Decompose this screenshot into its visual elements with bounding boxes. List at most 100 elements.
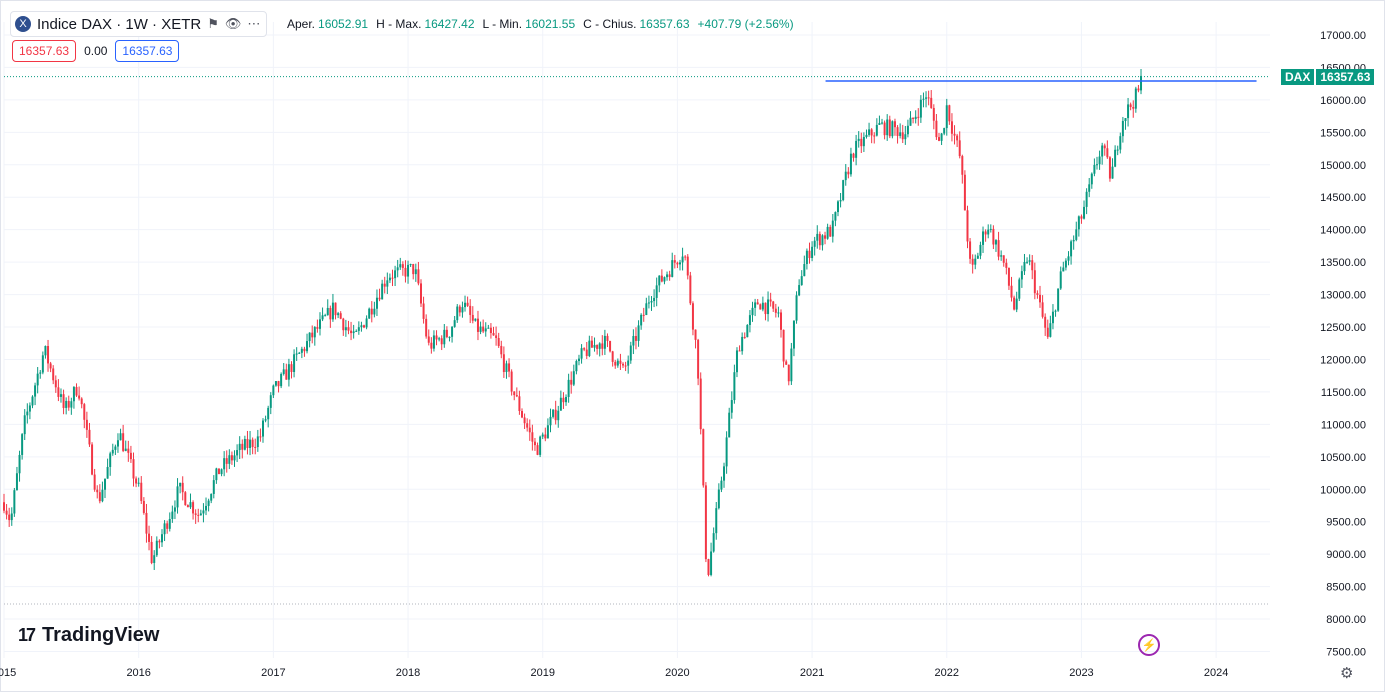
candle-body: [767, 299, 770, 315]
candle-body: [448, 336, 451, 338]
candle-body: [881, 122, 884, 124]
candle-body: [329, 307, 332, 320]
candle-body: [285, 369, 288, 380]
last-price-tag: DAX 16357.63: [1281, 68, 1375, 85]
sell-price-button[interactable]: 16357.63: [12, 40, 77, 62]
symbol-legend[interactable]: X Indice DAX · 1W · XETR ⚑ 👁 ⋯: [10, 11, 268, 37]
candle-body: [1002, 255, 1005, 263]
candle-body: [883, 122, 886, 136]
candle-body: [466, 302, 469, 306]
candle-body: [171, 511, 174, 519]
candle-body: [461, 307, 464, 313]
candle-body: [80, 398, 83, 405]
candle-body: [609, 340, 612, 352]
candle-body: [334, 302, 337, 316]
candle-body: [735, 350, 738, 373]
open-label: Aper.: [287, 17, 316, 31]
candle-body: [1080, 216, 1083, 219]
candle-body: [834, 212, 837, 221]
y-tick-label: 10000.00: [1320, 484, 1366, 496]
time-axis[interactable]: 2015 2016 2017 2018 2019 2020 2021 2022 2023 2024: [0, 667, 1228, 679]
candle-body: [321, 315, 324, 320]
ohlc-legend: Aper. 16052.91 H - Max. 16427.42 L - Min…: [287, 17, 802, 31]
candle-body: [743, 336, 746, 338]
candle-body: [528, 427, 531, 433]
candle-body: [264, 419, 267, 421]
candle-body: [160, 534, 163, 543]
y-tick-label: 17000.00: [1320, 30, 1366, 42]
candle-body: [917, 116, 920, 118]
candle-body: [1129, 104, 1132, 108]
candle-body: [381, 283, 384, 300]
candle-body: [953, 133, 956, 136]
price-axis[interactable]: 17000.0016500.0016000.0015500.0015000.00…: [1320, 30, 1366, 659]
candle-body: [67, 400, 70, 408]
candle-body: [363, 325, 366, 328]
candle-body: [531, 432, 534, 442]
candle-body: [236, 450, 239, 456]
candle-body: [432, 335, 435, 349]
candle-body: [1140, 75, 1143, 91]
candle-body: [751, 307, 754, 316]
tradingview-logo[interactable]: 17 TradingView: [18, 624, 159, 647]
x-tick-label: 2016: [126, 667, 150, 679]
candle-body: [72, 387, 75, 402]
y-tick-label: 15000.00: [1320, 160, 1366, 172]
candle-body: [1095, 164, 1098, 166]
candle-body: [119, 433, 122, 441]
buy-price-button[interactable]: 16357.63: [115, 40, 180, 62]
candle-body: [1026, 261, 1029, 263]
eye-icon[interactable]: 👁: [224, 16, 242, 31]
candle-body: [70, 401, 73, 408]
candle-body: [287, 364, 290, 380]
candle-body: [777, 312, 780, 314]
candle-body: [469, 305, 472, 315]
candle-body: [93, 474, 96, 490]
candle-body: [471, 314, 474, 321]
candle-body: [347, 327, 350, 331]
candle-body: [668, 274, 671, 277]
candle-body: [186, 505, 189, 508]
candle-body: [759, 304, 762, 310]
more-icon[interactable]: ⋯: [247, 16, 261, 31]
candle-body: [313, 327, 316, 338]
symbol-title[interactable]: Indice DAX · 1W · XETR: [37, 15, 202, 33]
settings-icon[interactable]: ⚙: [1340, 665, 1354, 682]
candle-body: [836, 201, 839, 213]
candle-body: [44, 345, 47, 356]
candle-body: [176, 486, 179, 508]
candle-body: [259, 436, 262, 438]
candle-body: [430, 342, 433, 349]
candle-body: [409, 264, 412, 266]
candle-body: [1054, 310, 1057, 312]
candle-body: [417, 269, 420, 284]
candle-body: [316, 327, 319, 329]
lightning-icon[interactable]: ⚡: [1138, 634, 1160, 656]
tradingview-name: TradingView: [42, 624, 160, 646]
candle-body: [870, 129, 873, 136]
bid-ask-pills: 16357.63 0.00 16357.63: [12, 40, 180, 62]
candle-body: [295, 353, 298, 355]
candle-body: [546, 425, 549, 439]
flag-icon[interactable]: ⚑: [207, 16, 219, 31]
candle-body: [1067, 256, 1070, 261]
candle-body: [756, 302, 759, 305]
candle-body: [611, 351, 614, 362]
candle-body: [111, 449, 114, 454]
candle-body: [741, 336, 744, 352]
candle-body: [57, 387, 60, 397]
candle-body: [375, 297, 378, 309]
candle-body: [521, 410, 524, 418]
candle-body: [267, 407, 270, 420]
candle-body: [857, 138, 860, 141]
candle-body: [559, 397, 562, 411]
candle-body: [106, 466, 109, 479]
candle-body: [246, 438, 249, 448]
candle-body: [577, 358, 580, 362]
candle-body: [678, 262, 681, 265]
candle-body: [570, 379, 573, 385]
candle-body: [453, 320, 456, 327]
candle-body: [207, 500, 210, 506]
candle-body: [407, 264, 410, 277]
